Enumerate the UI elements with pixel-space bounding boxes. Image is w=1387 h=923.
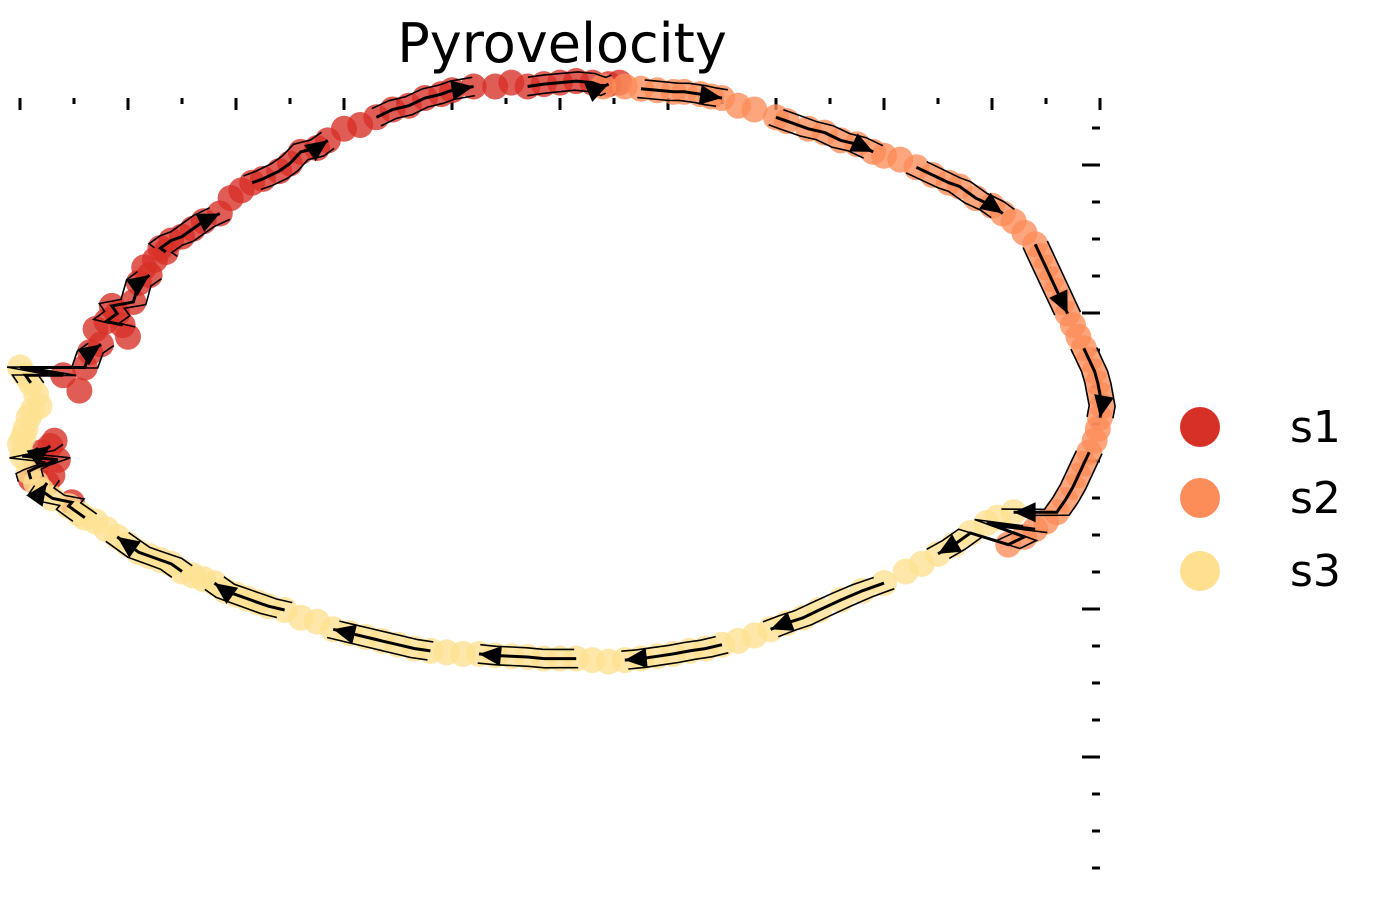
- streamline: [783, 108, 884, 147]
- streamline-arrowhead: [77, 344, 101, 366]
- streamline: [243, 131, 322, 177]
- streamline: [948, 525, 1048, 560]
- streamline: [480, 643, 575, 651]
- streamline: [91, 270, 139, 325]
- legend-label-s2: s2: [1290, 473, 1341, 524]
- legend-label-s1: s1: [1290, 402, 1341, 453]
- velocity-streamlines: [6, 71, 1116, 670]
- legend: s1 s2 s3: [1180, 402, 1341, 597]
- streamline-arrowhead: [849, 133, 874, 152]
- streamline: [204, 588, 278, 619]
- streamline-arrowhead: [125, 275, 150, 297]
- legend-label-s3: s3: [1290, 546, 1341, 597]
- streamline: [637, 96, 717, 107]
- streamline-arrowhead: [26, 483, 47, 507]
- streamline: [1001, 450, 1078, 511]
- streamline: [527, 71, 612, 79]
- streamline: [9, 447, 46, 482]
- legend-marker-s1: [1180, 407, 1220, 447]
- streamline: [768, 124, 864, 159]
- streamline: [1025, 453, 1103, 517]
- streamline-arrowhead: [938, 534, 963, 554]
- streamline: [170, 218, 231, 257]
- streamline-arrowhead: [624, 648, 648, 668]
- streamline: [223, 576, 293, 604]
- streamline: [105, 540, 173, 578]
- streamline-arrowhead: [304, 140, 328, 162]
- streamline-arrowhead: [698, 84, 722, 105]
- streamline: [628, 652, 729, 670]
- streamline: [621, 635, 716, 652]
- streamline-arrowhead: [450, 80, 474, 101]
- streamline-arrowhead: [979, 192, 1003, 214]
- streamline-arrowhead: [333, 624, 357, 645]
- chart-title: Pyrovelocity: [397, 12, 727, 75]
- streamline: [52, 479, 98, 515]
- streamline-arrowhead: [117, 536, 141, 558]
- streamline: [260, 147, 335, 191]
- streamline-arrowhead: [214, 583, 239, 605]
- scatter-points: [7, 68, 1116, 675]
- streamline: [1095, 347, 1116, 419]
- streamline: [28, 485, 74, 522]
- streamline: [147, 206, 211, 249]
- streamline: [371, 76, 473, 110]
- axis-ticks: [18, 98, 1102, 870]
- streamline: [1022, 247, 1056, 316]
- streamline: [778, 587, 895, 638]
- streamline: [926, 160, 1015, 211]
- legend-marker-s2: [1180, 478, 1220, 518]
- streamline: [339, 620, 434, 643]
- streamline: [1013, 451, 1091, 514]
- streamline-arrowhead: [479, 646, 502, 666]
- point-s1: [66, 377, 93, 404]
- streamline: [762, 576, 874, 623]
- streamline-arrowhead: [1013, 502, 1036, 523]
- streamline: [905, 172, 992, 219]
- legend-marker-s3: [1180, 551, 1220, 591]
- streamline: [527, 89, 607, 97]
- streamline-arrowhead: [584, 83, 609, 102]
- streamline: [644, 79, 729, 91]
- streamline: [1046, 240, 1082, 313]
- streamline: [128, 531, 193, 567]
- streamline: [477, 662, 579, 669]
- streamline-arrowhead: [1049, 289, 1068, 314]
- streamline: [34, 443, 71, 477]
- streamline: [6, 342, 89, 384]
- streamline-arrowhead: [195, 213, 220, 232]
- streamline: [1070, 348, 1091, 417]
- point-s2: [741, 96, 768, 123]
- streamline: [326, 636, 428, 661]
- streamline-arrowhead: [770, 612, 795, 631]
- streamline-arrowhead: [1094, 394, 1114, 418]
- point-s1: [115, 323, 141, 350]
